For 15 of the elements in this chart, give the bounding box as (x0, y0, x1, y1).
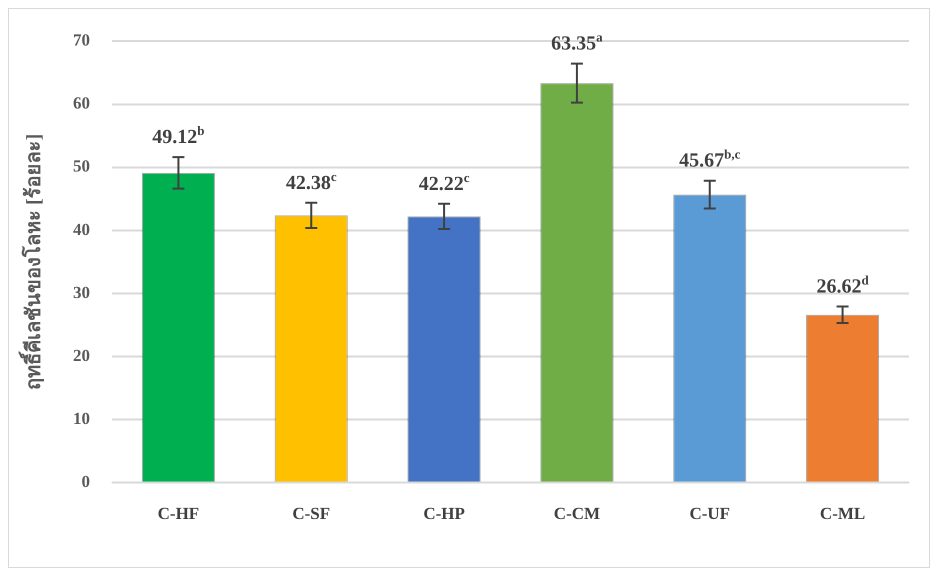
y-tick-label: 60 (73, 94, 90, 113)
x-tick-label: C-UF (689, 504, 730, 524)
y-tick-label: 70 (73, 30, 90, 50)
x-tick-label: C-CM (554, 504, 600, 524)
y-tick-label: 20 (73, 346, 90, 365)
y-tick-label: 0 (82, 472, 90, 491)
y-tick-label: 30 (73, 282, 90, 302)
x-tick-label: C-HF (158, 504, 200, 524)
y-tick-label: 40 (73, 220, 90, 239)
x-tick-label: C-HP (423, 504, 465, 524)
x-tick-label: C-SF (292, 504, 330, 524)
x-tick-label: C-ML (820, 504, 866, 524)
y-axis-title: ฤทธิ์คีเลชันของโลหะ [ร้อยละ] (18, 134, 46, 390)
y-tick-label: 10 (73, 408, 90, 428)
y-tick-label: 50 (73, 156, 90, 176)
